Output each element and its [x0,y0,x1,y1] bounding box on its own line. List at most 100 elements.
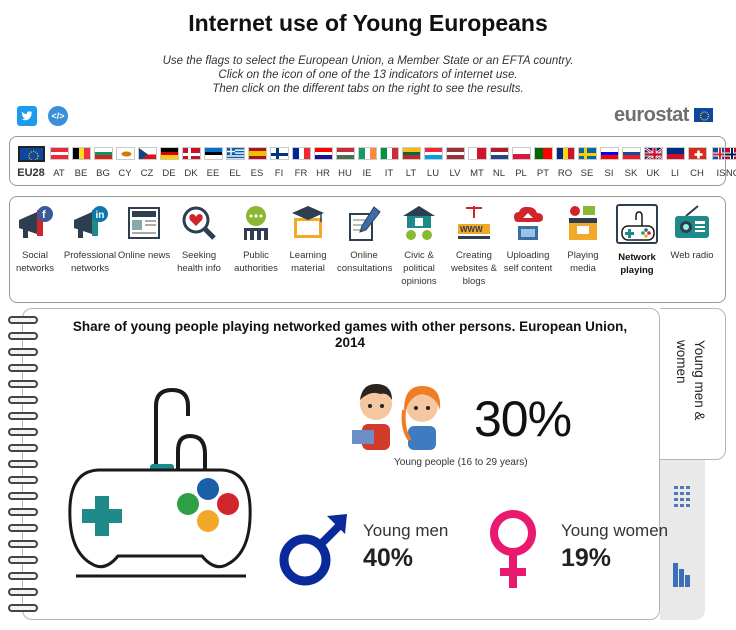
country-code-si[interactable]: SI [604,168,614,179]
country-flag-lu[interactable] [424,147,443,160]
country-flag-it[interactable] [380,147,399,160]
country-code-ie[interactable]: IE [362,168,372,179]
indicator-online-news[interactable]: Online news [117,204,171,262]
notebook-ring [8,364,38,372]
indicator-web-radio[interactable]: Web radio [665,204,719,262]
notebook-ring [8,524,38,532]
notebook-ring [8,588,38,596]
country-flag-si[interactable] [600,147,619,160]
country-code-el[interactable]: EL [229,168,241,179]
country-code-mt[interactable]: MT [470,168,484,179]
country-code-nl[interactable]: NL [492,168,506,179]
country-flag-nl[interactable] [490,147,509,160]
indicator-public-authorities[interactable]: Public authorities [229,204,283,275]
country-code-fi[interactable]: FI [274,168,284,179]
country-code-li[interactable]: LI [671,168,679,179]
game-controller-illustration [68,387,252,578]
country-code-lu[interactable]: LU [426,168,440,179]
country-flag-hu[interactable] [336,147,355,160]
indicator-social-networks[interactable]: f Social networks [8,204,62,275]
country-code-no[interactable]: NO [725,168,736,179]
country-code-be[interactable]: BE [74,168,88,179]
country-flag-se[interactable] [578,147,597,160]
country-flag-el[interactable] [226,147,245,160]
country-flag-ie[interactable] [358,147,377,160]
country-flag-cz[interactable] [138,147,157,160]
country-flag-ee[interactable] [204,147,223,160]
indicator-online-consultations[interactable]: Online consultations [337,204,392,275]
country-flag-eu28[interactable] [18,146,45,162]
country-code-it[interactable]: IT [384,168,394,179]
country-flag-pl[interactable] [512,147,531,160]
indicator-professional-networks[interactable]: in Professional networks [63,204,117,275]
country-code-ch[interactable]: CH [690,168,704,179]
country-code-fr[interactable]: FR [294,168,308,179]
country-code-ee[interactable]: EE [206,168,220,179]
country-code-at[interactable]: AT [53,168,65,179]
eurostat-logo: eurostat [614,104,689,126]
country-flag-cy[interactable] [116,147,135,160]
country-code-hu[interactable]: HU [338,168,352,179]
tab-young-men-women[interactable] [660,308,726,460]
game-controller-icon [616,204,658,244]
country-flag-ro[interactable] [556,147,575,160]
country-code-hr[interactable]: HR [316,168,330,179]
country-code-uk[interactable]: UK [646,168,660,179]
country-flag-lt[interactable] [402,147,421,160]
female-symbol-icon [490,510,536,588]
tab-bar-chart[interactable] [669,555,695,591]
men-label: Young men [363,521,449,540]
country-code-de[interactable]: DE [162,168,176,179]
country-flag-be[interactable] [72,147,91,160]
country-code-cy[interactable]: CY [118,168,132,179]
country-flag-fi[interactable] [270,147,289,160]
country-flag-pt[interactable] [534,147,553,160]
country-code-dk[interactable]: DK [184,168,198,179]
embed-button[interactable]: </> [48,106,68,126]
country-flag-lv[interactable] [446,147,465,160]
magnifier-heart-icon [179,204,219,242]
country-code-cz[interactable]: CZ [140,168,154,179]
podium-icon [399,204,439,242]
country-code-eu28[interactable]: EU28 [17,167,45,179]
country-flag-dk[interactable] [182,147,201,160]
country-flag-at[interactable] [50,147,69,160]
country-code-ro[interactable]: RO [557,168,573,179]
indicator-label: Creating websites & blogs [451,250,497,287]
country-code-bg[interactable]: BG [96,168,110,179]
notebook-ring [8,492,38,500]
indicator-seeking-health-info[interactable]: Seeking health info [172,204,226,275]
country-code-lv[interactable]: LV [449,168,461,179]
indicator-label: Civic & political opinions [401,250,437,287]
country-code-lt[interactable]: LT [405,168,417,179]
country-code-pl[interactable]: PL [515,168,527,179]
instruction-line-1: Use the flags to select the European Uni… [162,55,574,67]
country-flag-de[interactable] [160,147,179,160]
country-flag-no[interactable] [724,147,736,160]
country-code-pt[interactable]: PT [536,168,550,179]
indicator-uploading-self-content[interactable]: Uploading self content [501,204,555,275]
indicator-network-playing[interactable]: Network playing [610,204,664,277]
country-flag-es[interactable] [248,147,267,160]
country-code-is[interactable]: IS [716,168,726,179]
country-code-sk[interactable]: SK [624,168,638,179]
twitter-share-button[interactable] [17,106,37,126]
notebook-ring [8,380,38,388]
country-flag-fr[interactable] [292,147,311,160]
country-code-es[interactable]: ES [250,168,264,179]
country-flag-mt[interactable] [468,147,487,160]
indicator-playing-media[interactable]: Playing media [556,204,610,275]
tab-table[interactable] [669,480,695,520]
indicator-label: Public authorities [234,250,278,274]
country-flag-li[interactable] [666,147,685,160]
country-flag-ch[interactable] [688,147,707,160]
indicator-civic-political-opinions[interactable]: Civic & political opinions [392,204,446,288]
country-flag-uk[interactable] [644,147,663,160]
women-label: Young women [561,521,669,540]
indicator-learning-material[interactable]: Learning material [281,204,335,275]
country-code-se[interactable]: SE [580,168,594,179]
country-flag-hr[interactable] [314,147,333,160]
indicator-creating-websites-blogs[interactable]: WWW Creating websites & blogs [447,204,501,288]
country-flag-bg[interactable] [94,147,113,160]
country-flag-sk[interactable] [622,147,641,160]
